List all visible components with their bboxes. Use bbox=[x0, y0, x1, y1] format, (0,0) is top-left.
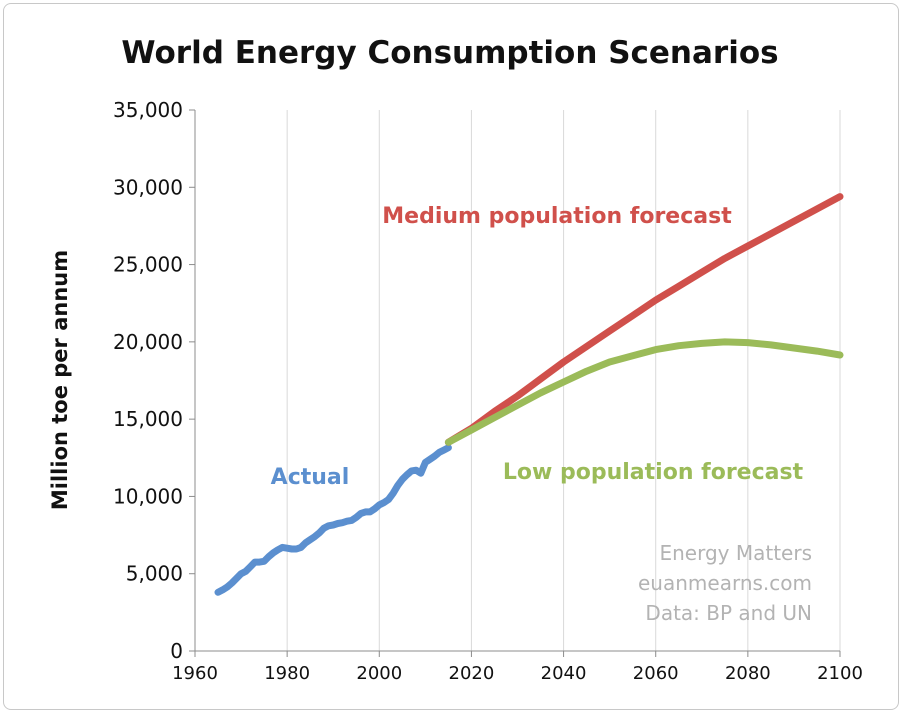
y-tick-label: 10,000 bbox=[113, 484, 183, 508]
x-tick-label: 2040 bbox=[541, 663, 587, 684]
series-lines bbox=[214, 193, 844, 596]
y-tick-label: 35,000 bbox=[113, 98, 183, 122]
axes bbox=[189, 109, 841, 657]
y-tick-label: 25,000 bbox=[113, 253, 183, 277]
chart-frame bbox=[3, 3, 899, 710]
x-tick-label: 1980 bbox=[264, 663, 310, 684]
series-low-forecast bbox=[444, 338, 844, 446]
x-tick-label: 2000 bbox=[356, 663, 402, 684]
grid-lines bbox=[286, 110, 841, 651]
x-tick-label: 2080 bbox=[725, 663, 771, 684]
y-tick-label: 30,000 bbox=[113, 175, 183, 199]
chart-title: World Energy Consumption Scenarios bbox=[121, 35, 778, 71]
x-tick-labels: 1960 1980 2000 2020 2040 2060 2080 2100 bbox=[172, 663, 863, 684]
annotation-actual: Actual bbox=[271, 465, 350, 490]
x-tick-label: 2020 bbox=[449, 663, 495, 684]
series-actual bbox=[214, 444, 452, 596]
y-tick-label: 0 bbox=[170, 639, 183, 663]
x-tick-label: 1960 bbox=[172, 663, 218, 684]
annotation-low-forecast: Low population forecast bbox=[503, 460, 804, 485]
x-tick-label: 2100 bbox=[817, 663, 863, 684]
credit-line-2: euanmearns.com bbox=[638, 571, 812, 595]
y-tick-label: 5,000 bbox=[126, 562, 183, 586]
y-tick-labels: 0 5,000 10,000 15,000 20,000 25,000 30,000 35,0… bbox=[113, 98, 183, 663]
credit-line-3: Data: BP and UN bbox=[645, 601, 812, 625]
annotation-medium-forecast: Medium population forecast bbox=[382, 204, 732, 229]
y-tick-label: 20,000 bbox=[113, 330, 183, 354]
series-medium-forecast bbox=[444, 193, 844, 446]
x-tick-label: 2060 bbox=[633, 663, 679, 684]
y-axis-title: Million toe per annum bbox=[48, 250, 72, 510]
y-tick-label: 15,000 bbox=[113, 407, 183, 431]
credit-line-1: Energy Matters bbox=[659, 541, 812, 565]
